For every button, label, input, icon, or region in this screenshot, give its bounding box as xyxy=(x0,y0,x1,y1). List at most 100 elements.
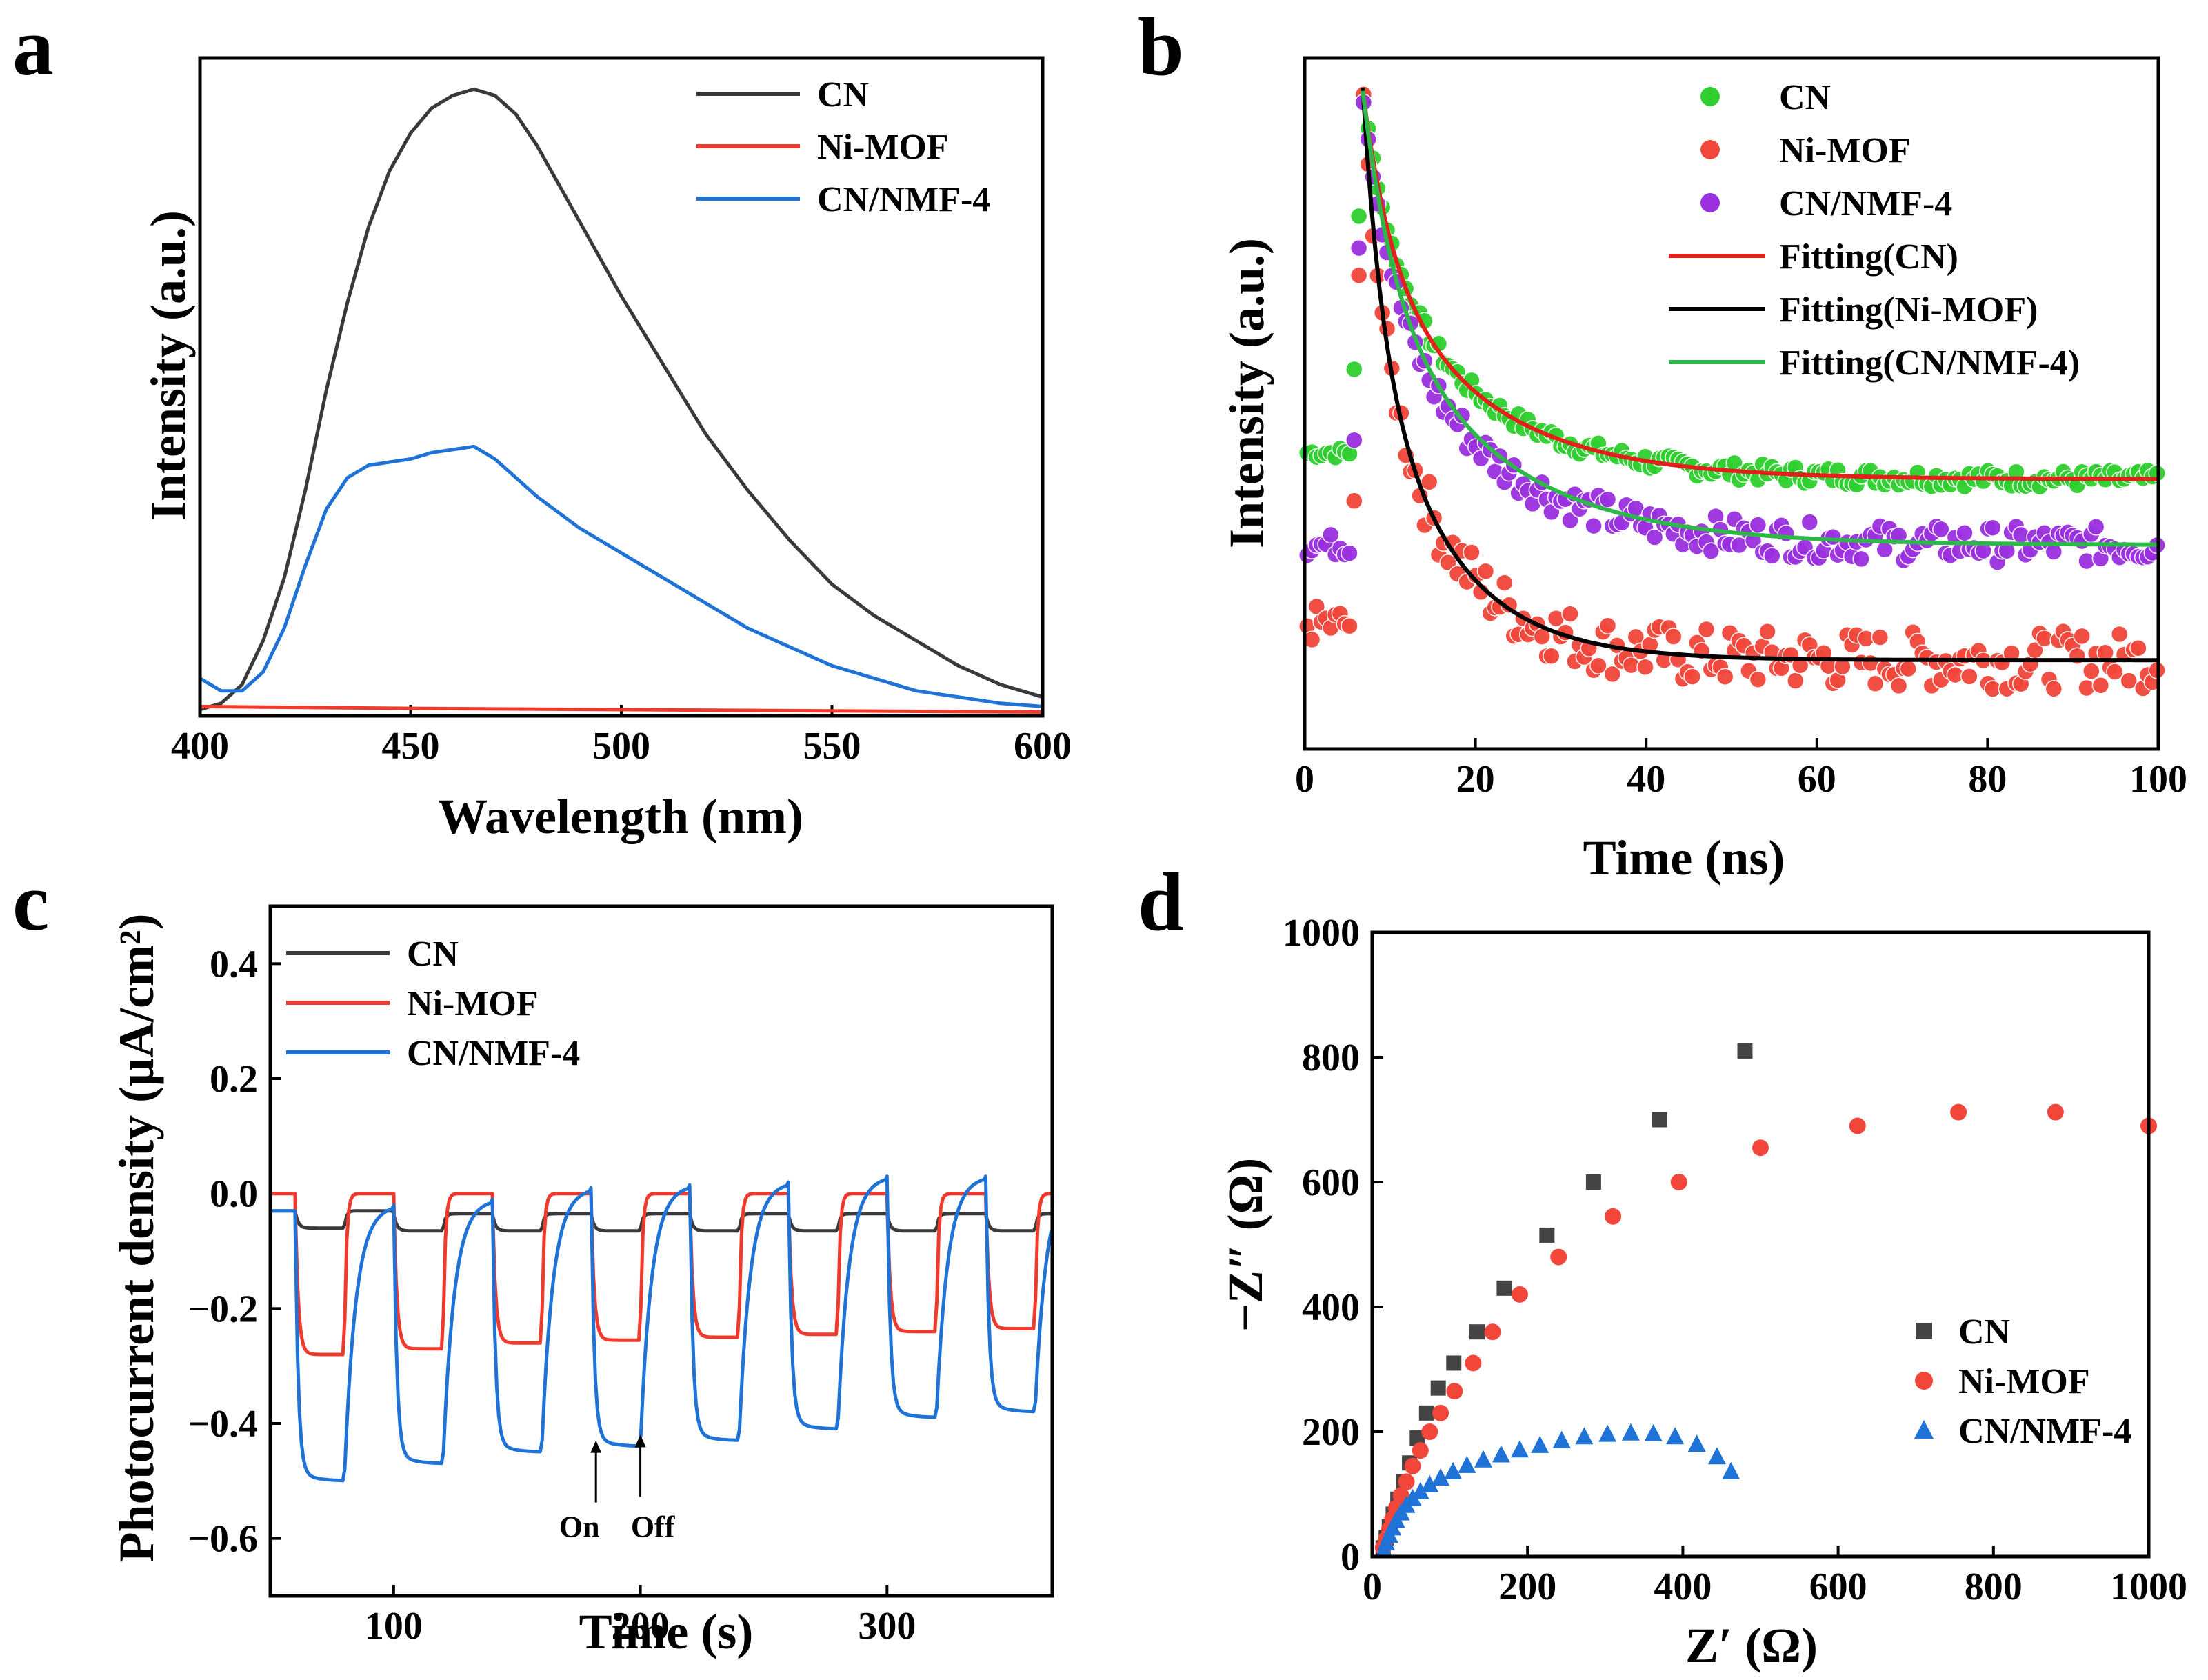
panel-b-point-ni-mof xyxy=(2091,677,2110,694)
panel-c-legend-ni-mof-label: Ni-MOF xyxy=(407,984,539,1023)
panel-c-series-cn xyxy=(270,1209,1052,1233)
panel-b-point-ni-mof xyxy=(1463,543,1481,561)
panel-b-point-ni-mof xyxy=(1349,266,1368,285)
panel-b-ticks: 0 20 40 60 80 100 xyxy=(1295,738,2187,801)
panel-c-annotation-off-label: Off xyxy=(631,1510,676,1543)
panel-c: c Photocurrent density (μA/cm²) Time (s)… xyxy=(12,856,1054,1659)
panel-b-point-cn xyxy=(1345,360,1363,379)
panel-d-xlabel: Z′ (Ω) xyxy=(1685,1618,1818,1673)
panel-c-ytick-label: 0.0 xyxy=(210,1173,258,1216)
panel-b-ylabel: Intensity (a.u.) xyxy=(1219,238,1274,548)
panel-a-plot-area xyxy=(199,87,1043,714)
panel-d-legend-cn-nmf-4-label: CN/NMF-4 xyxy=(1958,1412,2131,1451)
panel-c-xtick-label: 200 xyxy=(612,1605,670,1648)
panel-d-point-ni-mof xyxy=(1446,1383,1463,1400)
panel-d-xtick-label: 1000 xyxy=(2110,1566,2187,1608)
panel-b-legend-fitting-cn-label: Fitting(CN) xyxy=(1779,237,1958,277)
panel-c-series-ni-mof xyxy=(270,1192,1052,1357)
panel-d-point-cn-nmf-4 xyxy=(1492,1445,1510,1463)
panel-d-point-cn-nmf-4 xyxy=(1621,1423,1640,1441)
panel-a-legend: CN Ni-MOF CN/NMF-4 xyxy=(696,75,990,219)
panel-d-point-cn xyxy=(1469,1324,1485,1340)
panel-d-series-ni-mof xyxy=(1374,1103,2157,1557)
panel-d-point-ni-mof xyxy=(1752,1139,1769,1157)
panel-d-series-cn-nmf-4 xyxy=(1374,1423,1740,1558)
panel-c-annotation-off-arrowhead xyxy=(634,1434,646,1448)
panel-b-point-ni-mof xyxy=(1899,659,1918,678)
panel-b-series-fitting-ni-mof xyxy=(1361,87,2157,663)
panel-d-frame xyxy=(1370,930,2151,1559)
panel-b-point-cn-nmf-4 xyxy=(1956,524,1974,542)
panel-b-legend-fitting-ni-mof-label: Fitting(Ni-MOF) xyxy=(1779,290,2038,330)
panel-c-legend-cn-label: CN xyxy=(407,934,459,974)
panel-b-point-ni-mof xyxy=(2082,662,2100,680)
panel-b-point-ni-mof xyxy=(2045,680,2063,698)
panel-a-xtick-label: 600 xyxy=(1014,725,1072,768)
panel-d-point-ni-mof xyxy=(1465,1354,1482,1372)
panel-b-point-ni-mof xyxy=(1758,623,1776,641)
panel-d-point-cn xyxy=(1652,1112,1667,1128)
panel-a-legend-cn-label: CN xyxy=(817,75,869,114)
panel-b-point-ni-mof xyxy=(1889,677,1908,695)
panel-d-point-cn-nmf-4 xyxy=(1421,1474,1439,1492)
panel-a-xtick-label: 450 xyxy=(382,725,440,768)
panel-b-point-ni-mof xyxy=(1345,492,1363,510)
panel-c-series-cn-nmf-4 xyxy=(270,1174,1054,1483)
panel-d-point-cn-nmf-4 xyxy=(1707,1447,1726,1465)
panel-b-xlabel: Time (ns) xyxy=(1583,830,1785,886)
panel-c-ylabel: Photocurrent density (μA/cm²) xyxy=(109,914,164,1563)
panel-b-legend-ni-mof-swatch xyxy=(1700,140,1720,159)
panel-a-xtick-label: 500 xyxy=(592,725,650,768)
panel-b-point-ni-mof xyxy=(2129,639,2147,657)
panel-b-series-fitting-cn xyxy=(1361,90,2157,481)
panel-d-point-ni-mof xyxy=(1484,1323,1501,1341)
panel-d-ytick-label: 1000 xyxy=(1283,912,1360,954)
panel-b-xtick-label: 0 xyxy=(1295,758,1314,801)
panel-c-annotation-on-label: On xyxy=(559,1510,600,1544)
panel-d-series-cn xyxy=(1375,1043,1753,1556)
panel-b-point-ni-mof xyxy=(1543,647,1560,666)
panel-c-legend: CN Ni-MOF CN/NMF-4 xyxy=(286,934,580,1073)
panel-c-ytick-label: −0.2 xyxy=(188,1288,258,1330)
panel-c-ytick-label: 0.2 xyxy=(210,1058,258,1101)
panel-d-point-cn xyxy=(1418,1405,1434,1421)
panel-d-point-ni-mof xyxy=(1950,1103,1967,1121)
panel-d-xtick-label: 200 xyxy=(1498,1566,1556,1608)
panel-b-letter: b xyxy=(1138,1,1184,92)
panel-d-ytick-label: 400 xyxy=(1302,1286,1360,1329)
panel-a-xtick-label: 550 xyxy=(803,725,861,768)
panel-a-xlabel: Wavelength (nm) xyxy=(438,789,803,844)
panel-d-point-ni-mof xyxy=(1550,1248,1567,1266)
panel-d-ytick-label: 800 xyxy=(1302,1037,1360,1079)
panel-b-point-cn-nmf-4 xyxy=(1852,550,1870,568)
panel-b-point-ni-mof xyxy=(1476,562,1495,581)
panel-b-point-ni-mof xyxy=(1589,657,1607,675)
panel-d-point-cn xyxy=(1539,1227,1555,1243)
panel-d-point-cn xyxy=(1737,1043,1753,1059)
panel-d-xtick-label: 600 xyxy=(1809,1566,1867,1608)
panel-d-point-cn xyxy=(1446,1355,1462,1371)
panel-d-point-ni-mof xyxy=(1404,1457,1421,1474)
panel-d-ticks: 0 200 400 600 800 1000 0 200 400 600 800 1000 xyxy=(1283,912,2187,1608)
panel-b-point-cn xyxy=(1349,207,1368,226)
panel-b-point-ni-mof xyxy=(1439,554,1457,572)
panel-a-ylabel: Intensity (a.u.) xyxy=(141,210,196,521)
panel-a-legend-cn-nmf-4-label: CN/NMF-4 xyxy=(817,180,990,219)
panel-b-point-ni-mof xyxy=(1636,658,1654,677)
panel-c-annotations: On Off xyxy=(559,1434,676,1544)
panel-b-point-cn-nmf-4 xyxy=(1800,513,1819,531)
panel-d-point-ni-mof xyxy=(1670,1174,1687,1190)
panel-b-series-cn-nmf-4 xyxy=(1298,93,2166,571)
panel-b-point-cn-nmf-4 xyxy=(1702,542,1720,560)
panel-d-point-cn-nmf-4 xyxy=(1666,1427,1685,1445)
panel-a-legend-ni-mof-label: Ni-MOF xyxy=(817,128,949,167)
panel-d-point-ni-mof xyxy=(1412,1442,1429,1459)
panel-d-point-ni-mof xyxy=(1432,1404,1449,1421)
panel-b-point-ni-mof xyxy=(1341,617,1358,635)
panel-d: d −Z″ (Ω) Z′ (Ω) 0 200 400 600 800 1000 0 200 40… xyxy=(1138,856,2187,1673)
panel-b-point-ni-mof xyxy=(1960,668,1978,686)
panel-d-point-cn-nmf-4 xyxy=(1575,1427,1594,1445)
panel-d-point-cn-nmf-4 xyxy=(1531,1435,1549,1453)
panel-c-xtick-label: 100 xyxy=(365,1605,423,1648)
panel-b-xtick-label: 80 xyxy=(1968,758,2007,801)
